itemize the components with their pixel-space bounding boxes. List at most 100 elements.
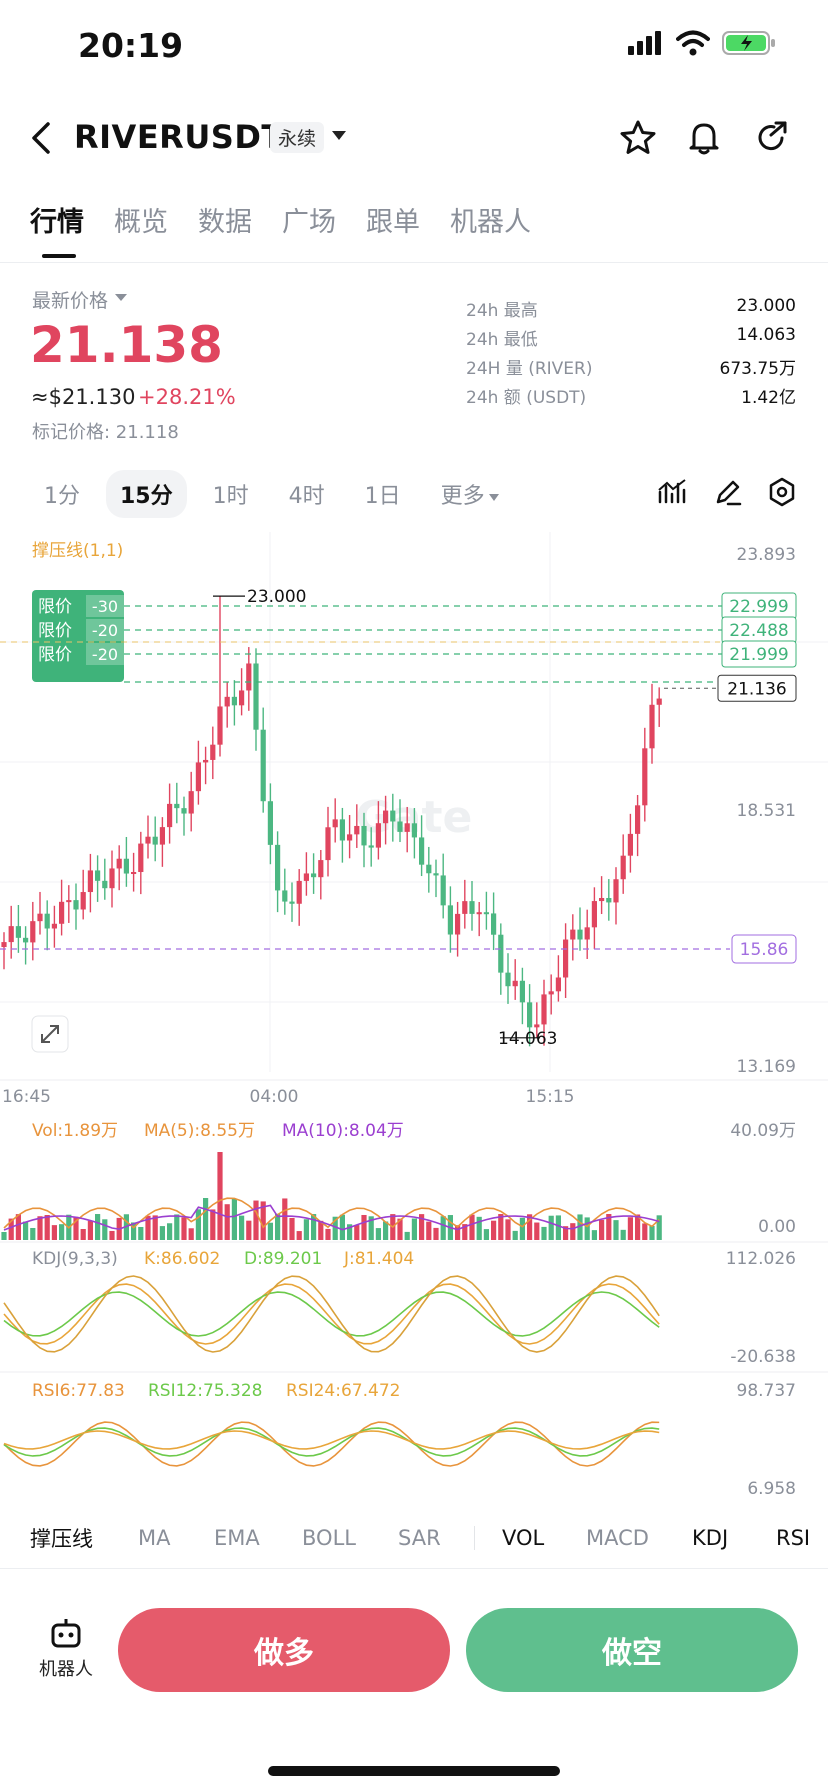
ind-boll[interactable]: BOLL [302,1526,356,1550]
ind-macd[interactable]: MACD [586,1526,649,1550]
volume-bar [37,1216,43,1240]
volume-bar [620,1229,626,1240]
volume-bar [433,1227,439,1240]
candle-body [584,927,590,940]
candle-body [534,1024,540,1028]
volume-bar [563,1226,569,1240]
volume-bar [455,1225,461,1240]
ind-vol[interactable]: VOL [502,1526,545,1550]
candle-body [87,870,93,893]
kdj-j-line [3,1275,660,1353]
main-tabs: 行情 概览 数据 广场 跟单 机器人 [30,200,531,239]
volume-bar [534,1222,540,1240]
stat-row: 24H 量 (RIVER) 673.75万 [466,354,796,383]
chevron-down-icon[interactable] [332,131,346,140]
candle-body [383,810,389,824]
back-arrow-icon[interactable] [28,120,58,156]
chart-indicator-icon[interactable] [656,476,688,508]
rsi-max-label: 98.737 [737,1381,796,1401]
order-qty-label: -30 [92,597,118,616]
candle-body [361,825,367,846]
candle-body [109,868,115,889]
vol-ma5-label: MA(5):8.55万 [144,1121,255,1141]
candle-body [548,991,554,995]
volume-bar [95,1214,101,1240]
ind-support-resistance[interactable]: 撑压线 [30,1527,93,1551]
star-icon[interactable] [618,118,658,158]
candle-body [656,698,662,705]
order-type-label: 限价 [38,645,72,665]
low-price-label: 14.063 [498,1029,557,1049]
volume-bar [570,1223,576,1240]
candle-body [95,870,101,881]
settings-hexagon-icon[interactable] [766,476,798,508]
candle-body [541,994,547,1025]
ind-sar[interactable]: SAR [398,1526,441,1550]
24h-stats: 24h 最高 23.000 24h 最低 14.063 24H 量 (RIVER) 6… [466,296,796,412]
candle-body [606,897,612,903]
tab-robot[interactable]: 机器人 [450,207,531,238]
ind-rsi[interactable]: RSI [776,1526,811,1550]
volume-bar [217,1152,223,1240]
signal-icon [628,31,661,55]
candle-body [145,836,151,844]
volume-bar [275,1213,281,1240]
vol-ma10-label: MA(10):8.04万 [282,1121,404,1141]
volume-bar [483,1229,489,1240]
volume-bar [332,1216,338,1240]
candle-body [519,980,525,1003]
short-button[interactable]: 做空 [466,1608,798,1692]
long-button[interactable]: 做多 [118,1608,450,1692]
tab-market[interactable]: 行情 [30,207,84,238]
last-price-label[interactable]: 最新价格 [32,290,109,312]
robot-button[interactable]: 机器人 [34,1616,98,1681]
interval-more[interactable]: 更多 [427,470,513,518]
candle-body [411,823,417,838]
mark-price: 标记价格: 21.118 [32,422,179,443]
interval-15m[interactable]: 15分 [106,470,187,518]
volume-bar [246,1220,252,1240]
wifi-icon [676,30,710,56]
share-icon[interactable] [752,118,792,158]
volume-bar [8,1218,14,1240]
candle-body [339,819,345,841]
volume-bar [397,1218,403,1240]
robot-label: 机器人 [39,1659,93,1680]
rsi6-line [3,1421,660,1467]
interval-1m[interactable]: 1分 [44,484,80,509]
volume-bar [23,1221,29,1240]
interval-1d[interactable]: 1日 [364,484,401,509]
draw-pencil-icon[interactable] [712,476,744,508]
tab-overview[interactable]: 概览 [114,207,168,238]
volume-bar [512,1230,518,1240]
candle-body [275,844,281,891]
vol-ma5-line [3,1197,660,1229]
ind-kdj[interactable]: KDJ [692,1526,729,1550]
x-tick-label: 16:45 [2,1087,51,1107]
order-type-label: 限价 [38,597,72,617]
tab-data[interactable]: 数据 [198,207,252,238]
volume-bar [231,1198,237,1240]
ind-ma[interactable]: MA [138,1526,171,1550]
bell-icon[interactable] [684,118,724,158]
interval-1h[interactable]: 1时 [212,484,249,509]
tab-square[interactable]: 广场 [282,207,336,238]
candle-body [51,923,57,929]
caret-down-icon[interactable] [115,294,127,301]
pair-title[interactable]: RIVERUSDT [74,118,284,156]
candle-body [217,706,223,745]
volume-bar [519,1217,525,1240]
candle-body [253,663,259,730]
candle-body [555,977,561,992]
volume-bar [224,1204,230,1240]
interval-4h[interactable]: 4时 [288,484,325,509]
contract-type-badge[interactable]: 永续 [270,122,325,153]
candle-body [433,873,439,876]
candle-body [498,934,504,973]
current-price-box [717,674,797,702]
volume-bar [203,1198,209,1240]
ind-ema[interactable]: EMA [214,1526,260,1550]
tab-copy-trading[interactable]: 跟单 [366,207,420,238]
header-bar: RIVERUSDT 永续 [0,100,828,176]
